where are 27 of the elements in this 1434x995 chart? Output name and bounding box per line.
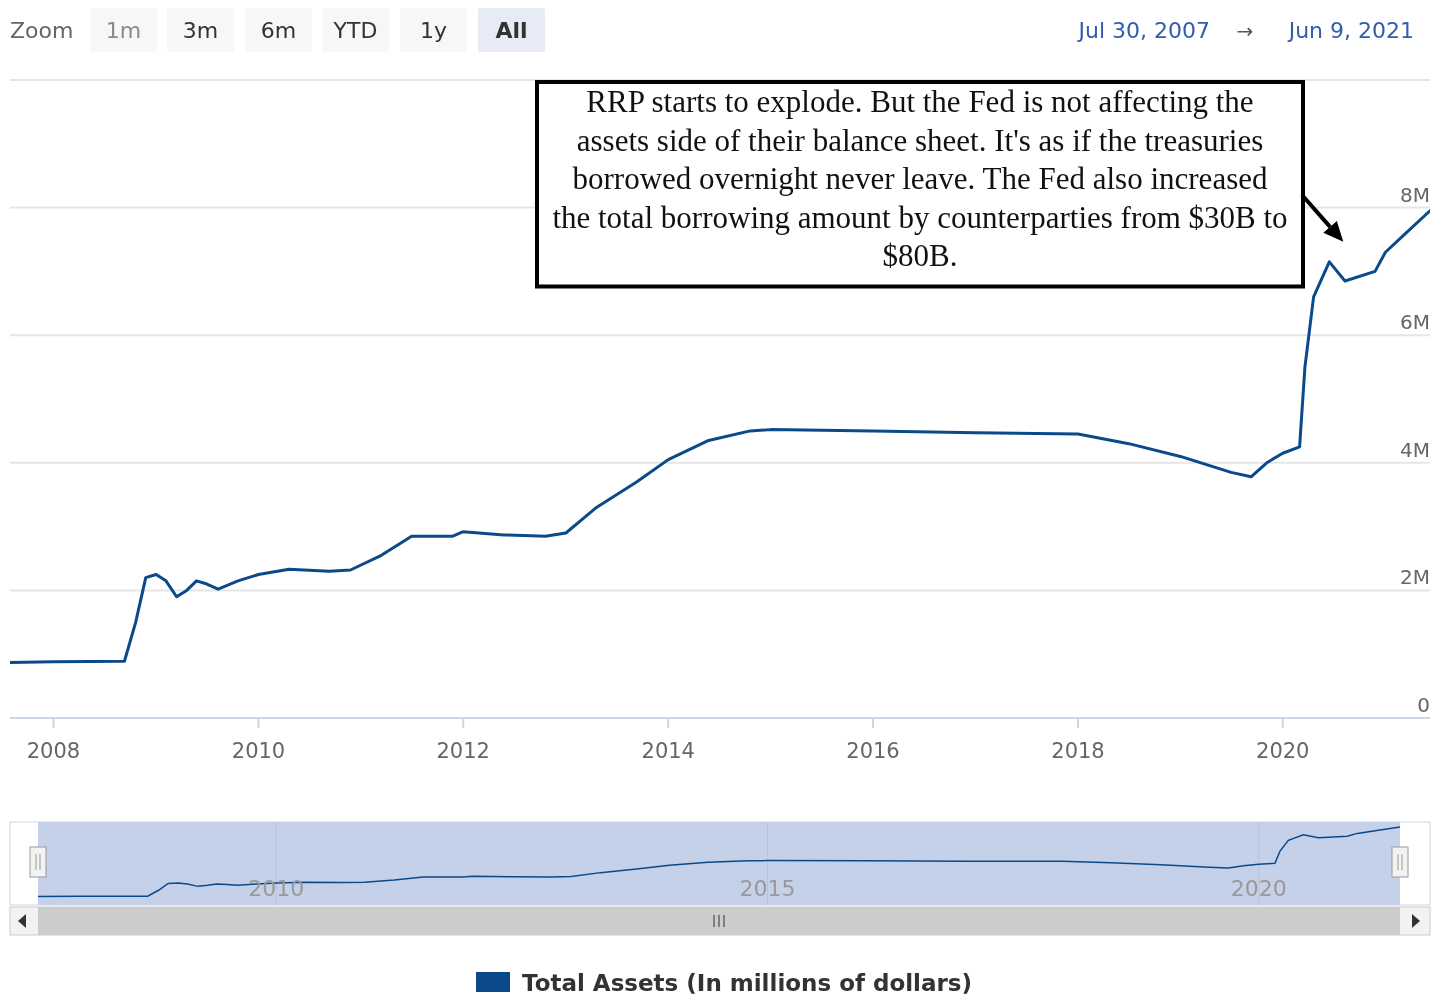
- y-tick-label: 4M: [1400, 437, 1430, 462]
- text: YTD: [332, 18, 378, 43]
- y-tick-label: 6M: [1400, 310, 1430, 335]
- x-tick-label: 2020: [1256, 739, 1310, 763]
- text: 3m: [182, 18, 219, 43]
- x-tick-label: 2020: [1230, 876, 1287, 901]
- x-tick-label: 2015: [739, 876, 796, 901]
- x-tick-label: 2010: [248, 876, 305, 901]
- text: 1y: [419, 18, 448, 43]
- x-tick-label: 2012: [436, 739, 490, 763]
- annotation: RRP starts to explode. But the Fed is not affecting the assets side of their balance sheet. It's as if the treasuries borrowed overnight never leave. The Fed also increased the total borrowing amount by counterparties from $30B to $80B.: [552, 84, 1288, 273]
- y-tick-label: 2M: [1400, 565, 1430, 590]
- text: All: [495, 18, 528, 43]
- text: 1m: [105, 18, 142, 43]
- x-tick-label: 2016: [846, 739, 900, 763]
- text: Jul 30, 2007: [1076, 18, 1210, 43]
- text: →: [1236, 19, 1254, 43]
- y-tick-label: 0: [1417, 693, 1430, 717]
- x-tick-label: 2014: [641, 739, 695, 763]
- text: Jun 9, 2021: [1286, 18, 1414, 43]
- y-tick-label: 8M: [1400, 182, 1430, 207]
- legend-label: Total Assets (In millions of dollars): [522, 970, 973, 995]
- text: Zoom: [10, 18, 74, 43]
- x-tick-label: 2010: [231, 739, 286, 763]
- text: 6m: [260, 18, 297, 43]
- x-tick-label: 2008: [26, 739, 81, 763]
- x-tick-label: 2018: [1051, 739, 1105, 763]
